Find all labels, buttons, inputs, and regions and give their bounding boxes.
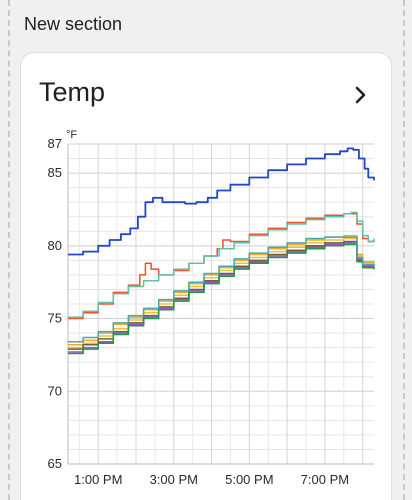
series-line-cyan (68, 236, 375, 343)
series-line-brown (68, 240, 375, 350)
series-line-purple (68, 242, 375, 353)
series-line-yellow (68, 237, 375, 349)
temp-card[interactable]: Temp (20, 52, 392, 500)
y-tick-label: 70 (48, 383, 62, 398)
series-line-green (68, 243, 375, 355)
x-tick-label: 7:00 PM (301, 472, 349, 487)
section-border-left (8, 0, 10, 500)
chevron-right-icon[interactable] (349, 83, 373, 107)
x-tick-label: 5:00 PM (225, 472, 273, 487)
series-line-teal (68, 211, 375, 318)
section-border-right (403, 0, 405, 500)
y-tick-label: 80 (48, 238, 62, 253)
y-tick-label: 85 (48, 165, 62, 180)
section-title: New section (24, 14, 123, 34)
series-line-blue (68, 147, 375, 256)
y-tick-label: 75 (48, 311, 62, 326)
x-tick-label: 3:00 PM (150, 472, 198, 487)
y-axis-unit-label: °F (66, 129, 77, 141)
chart-series (68, 147, 375, 355)
y-tick-label: 87 (48, 136, 62, 151)
card-title: Temp (39, 77, 106, 107)
series-line-orange (68, 234, 375, 346)
y-tick-label: 65 (48, 456, 62, 471)
chart-labels: 65 70 75 80 85 87 °F 1:00 PM 3:00 PM 5:00 PM 7:00 … (48, 129, 350, 487)
x-tick-label: 1:00 PM (74, 472, 122, 487)
